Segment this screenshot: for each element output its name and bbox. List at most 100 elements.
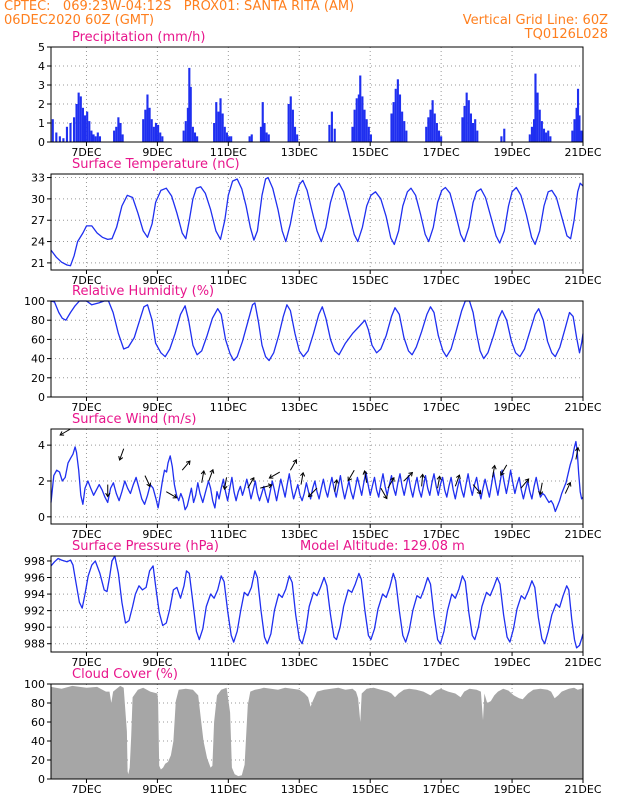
x-tick-label: 7DEC bbox=[71, 401, 101, 414]
wind-vector-head bbox=[222, 485, 228, 491]
wind-vector-head bbox=[574, 446, 580, 452]
wind-vector-head bbox=[500, 471, 505, 477]
precip-bar bbox=[433, 113, 436, 142]
precip-bar bbox=[217, 111, 220, 142]
panel-title: Cloud Cover (%) bbox=[72, 667, 178, 682]
precip-bar bbox=[148, 107, 151, 142]
precip-bar bbox=[186, 107, 189, 142]
x-tick-label: 17DEC bbox=[423, 528, 460, 541]
y-tick-label: 100 bbox=[24, 678, 45, 691]
precip-bar bbox=[65, 126, 69, 142]
wind-vector-arrow bbox=[347, 469, 355, 482]
precip-bar bbox=[576, 88, 580, 142]
precip-bar bbox=[58, 136, 61, 142]
precip-bar bbox=[227, 136, 231, 142]
x-tick-label: 11DEC bbox=[210, 528, 247, 541]
precip-bar bbox=[250, 134, 253, 142]
wind-vector-arrow bbox=[491, 464, 497, 478]
y-tick-label: 33 bbox=[31, 172, 45, 185]
x-tick-label: 17DEC bbox=[423, 783, 460, 796]
precip-bar bbox=[79, 96, 82, 142]
x-tick-label: 9DEC bbox=[142, 656, 172, 669]
precip-bar bbox=[293, 126, 297, 142]
precip-bar bbox=[219, 98, 222, 142]
precip-bar bbox=[191, 126, 194, 142]
precip-bar bbox=[330, 111, 333, 142]
panel-pres: Surface Pressure (hPa) Model Altitude: 12… bbox=[24, 539, 602, 669]
wind-vector-arrow bbox=[538, 482, 544, 496]
precip-bar bbox=[538, 109, 541, 142]
y-tick-label: 988 bbox=[24, 638, 45, 651]
precip-bar bbox=[69, 123, 72, 142]
y-tick-label: 990 bbox=[24, 621, 45, 634]
wind-vector-shaft bbox=[260, 484, 272, 489]
y-tick-label: 994 bbox=[24, 588, 45, 601]
precip-bar bbox=[532, 119, 536, 142]
y-tick-label: 0 bbox=[38, 136, 45, 149]
precip-bar bbox=[463, 105, 466, 142]
panel-frame bbox=[50, 173, 584, 271]
wind-vector-arrow bbox=[520, 478, 530, 489]
y-tick-label: 996 bbox=[24, 572, 45, 585]
x-tick-label: 21DEC bbox=[564, 528, 601, 541]
y-tick-label: 24 bbox=[31, 236, 45, 249]
precip-bar bbox=[476, 130, 479, 142]
wind-vector-arrow bbox=[268, 471, 281, 479]
precip-bar bbox=[265, 132, 268, 142]
wind-vector-head bbox=[209, 468, 215, 474]
wind-vector-arrow bbox=[436, 475, 442, 489]
x-tick-label: 19DEC bbox=[494, 146, 531, 159]
wind-series-line bbox=[50, 440, 584, 513]
precip-bar bbox=[83, 115, 87, 142]
precip-bar bbox=[259, 126, 263, 142]
wind-vector-head bbox=[408, 471, 414, 477]
panel-cloud: Cloud Cover (%) 0 20 40 60 80 100 7DEC 9DEC 11DEC… bbox=[24, 667, 602, 796]
x-tick-label: 15DEC bbox=[352, 274, 389, 287]
panel-title: Relative Humidity (%) bbox=[72, 284, 214, 299]
y-tick-label: 0 bbox=[38, 773, 45, 786]
x-tick-label: 13DEC bbox=[281, 783, 318, 796]
precip-bar bbox=[353, 109, 356, 142]
wind-vector-shaft bbox=[334, 479, 338, 492]
x-tick-label: 13DEC bbox=[281, 146, 318, 159]
precip-bar bbox=[355, 98, 358, 142]
precip-bar bbox=[55, 132, 58, 142]
precip-bar bbox=[573, 119, 576, 142]
x-tick-label: 15DEC bbox=[352, 401, 389, 414]
wind-vector-shaft bbox=[347, 469, 355, 481]
wind-vector-arrow bbox=[500, 464, 508, 477]
precip-bar bbox=[530, 126, 533, 142]
wind-vector-arrow bbox=[200, 470, 206, 483]
precip-bar bbox=[62, 138, 65, 142]
wind-vector-shaft bbox=[166, 491, 177, 499]
wind-vector-arrow bbox=[472, 484, 482, 495]
x-tick-label: 19DEC bbox=[494, 274, 531, 287]
x-tick-label: 11DEC bbox=[210, 146, 247, 159]
wind-vector-shaft bbox=[208, 469, 214, 482]
wind-vector-arrow bbox=[387, 476, 395, 489]
panel-title: Surface Pressure (hPa) bbox=[72, 539, 219, 554]
wind-vector-arrow bbox=[333, 478, 339, 492]
precip-bar bbox=[263, 123, 266, 142]
precip-bar bbox=[425, 126, 428, 142]
wind-vector-head bbox=[172, 493, 178, 499]
wind-vector-arrow bbox=[208, 468, 215, 482]
precip-bar bbox=[542, 128, 546, 142]
wind-vector-head bbox=[476, 489, 482, 495]
precip-bar bbox=[540, 121, 543, 142]
precip-bar bbox=[96, 132, 99, 142]
precip-bar bbox=[289, 96, 292, 142]
wind-vector-arrow bbox=[362, 470, 368, 483]
wind-vector-head bbox=[333, 478, 339, 484]
precip-bar bbox=[117, 117, 120, 142]
wind-vector-shaft bbox=[539, 482, 543, 495]
y-tick-label: 4 bbox=[38, 439, 45, 452]
precip-bar bbox=[361, 96, 364, 142]
precip-bar bbox=[296, 134, 299, 142]
y-tick-label: 1 bbox=[38, 117, 45, 130]
wind-vector-shaft bbox=[492, 465, 496, 478]
wind-vector-shaft bbox=[119, 448, 125, 461]
x-tick-label: 11DEC bbox=[210, 656, 247, 669]
wind-vector-shaft bbox=[289, 459, 297, 471]
precip-bar bbox=[390, 113, 393, 142]
